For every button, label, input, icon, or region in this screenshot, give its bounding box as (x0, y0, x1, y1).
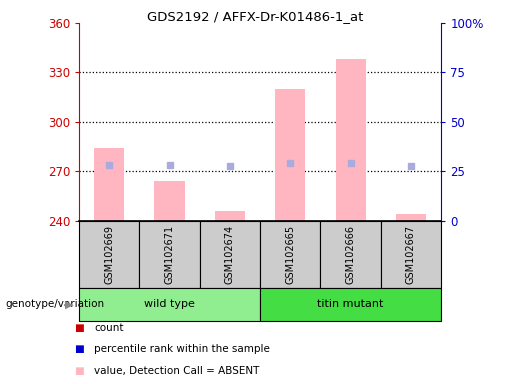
Bar (335, 59, 365, 221)
Text: ▶: ▶ (65, 299, 73, 310)
Text: GSM102671: GSM102671 (164, 225, 174, 284)
Text: GSM102669: GSM102669 (104, 225, 114, 284)
Bar (200, 221, 260, 288)
Text: genotype/variation: genotype/variation (5, 299, 104, 310)
Text: value, Detection Call = ABSENT: value, Detection Call = ABSENT (94, 366, 259, 376)
Text: percentile rank within the sample: percentile rank within the sample (94, 344, 270, 354)
Text: GSM102674: GSM102674 (224, 225, 235, 284)
Bar (154, 181, 184, 221)
Text: ■: ■ (74, 366, 84, 376)
Bar (275, 89, 305, 221)
Text: titin mutant: titin mutant (317, 299, 383, 310)
Bar (79, 288, 260, 321)
Bar (320, 221, 380, 288)
Bar (260, 288, 440, 321)
Text: GDS2192 / AFFX-Dr-K01486-1_at: GDS2192 / AFFX-Dr-K01486-1_at (147, 10, 362, 23)
Bar (214, 211, 244, 221)
Text: ■: ■ (74, 344, 84, 354)
Bar (395, 214, 425, 221)
Text: GSM102667: GSM102667 (405, 225, 415, 284)
Bar (260, 221, 320, 288)
Bar (139, 221, 200, 288)
Text: GSM102665: GSM102665 (285, 225, 295, 284)
Bar (94, 148, 124, 221)
Text: wild type: wild type (144, 299, 194, 310)
Text: ■: ■ (74, 323, 84, 333)
Text: GSM102666: GSM102666 (345, 225, 355, 284)
Text: count: count (94, 323, 124, 333)
Bar (79, 221, 139, 288)
Bar (380, 221, 440, 288)
